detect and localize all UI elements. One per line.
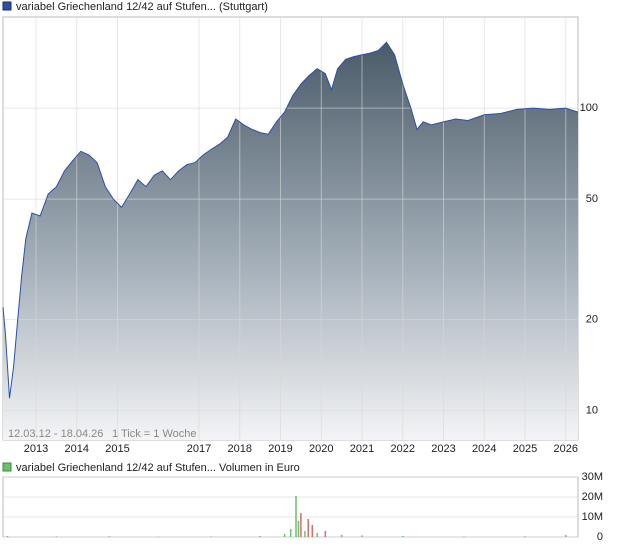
y-tick-label: 100 [580, 102, 598, 114]
x-tick-label: 2017 [187, 443, 211, 455]
volume-bar [284, 534, 286, 537]
y-tick-label: 50 [586, 193, 598, 205]
volume-bar [316, 533, 318, 537]
volume-bar [402, 536, 404, 537]
volume-bar [7, 536, 9, 537]
volume-bar [109, 536, 111, 537]
y-tick-label: 10M [582, 511, 603, 523]
x-tick-label: 2023 [431, 443, 455, 455]
volume-bar [325, 531, 327, 537]
volume-bar [295, 496, 297, 537]
date-range: 12.03.12 - 18.04.26 [8, 428, 103, 440]
x-tick-label: 2025 [513, 443, 537, 455]
tick-note: 1 Tick = 1 Woche [112, 428, 196, 440]
volume-bar [307, 519, 309, 537]
volume-bar [341, 535, 343, 537]
legend-swatch [3, 2, 11, 10]
y-tick-label: 20M [582, 491, 603, 503]
volume-bar [312, 525, 314, 537]
y-tick-label: 30M [582, 471, 603, 483]
volume-bar [290, 529, 292, 537]
y-tick-label: 10 [586, 405, 598, 417]
x-tick-label: 2026 [554, 443, 578, 455]
x-tick-label: 2013 [24, 443, 48, 455]
legend-swatch [3, 463, 11, 471]
x-tick-label: 2024 [472, 443, 496, 455]
x-tick-label: 2014 [65, 443, 89, 455]
x-tick-label: 2020 [309, 443, 333, 455]
x-tick-label: 2019 [268, 443, 292, 455]
volume-bar [298, 521, 300, 537]
volume-bar [259, 536, 261, 537]
volume-bar [463, 536, 465, 537]
volume-bar [304, 531, 306, 537]
x-tick-label: 2018 [228, 443, 252, 455]
x-tick-label: 2015 [105, 443, 129, 455]
volume-bar [361, 535, 363, 537]
legend-label: variabel Griechenland 12/42 auf Stufen..… [16, 462, 300, 474]
x-tick-label: 2021 [350, 443, 374, 455]
plot-frame [3, 477, 578, 537]
volume-bar [300, 513, 302, 537]
volume-bar [210, 536, 212, 537]
volume-bar [524, 536, 526, 537]
legend-label: variabel Griechenland 12/42 auf Stufen..… [16, 1, 268, 13]
volume-bar [56, 536, 58, 537]
y-tick-label: 0 [597, 531, 603, 543]
volume-bar [565, 535, 567, 537]
y-tick-label: 20 [586, 313, 598, 325]
x-tick-label: 2022 [391, 443, 415, 455]
